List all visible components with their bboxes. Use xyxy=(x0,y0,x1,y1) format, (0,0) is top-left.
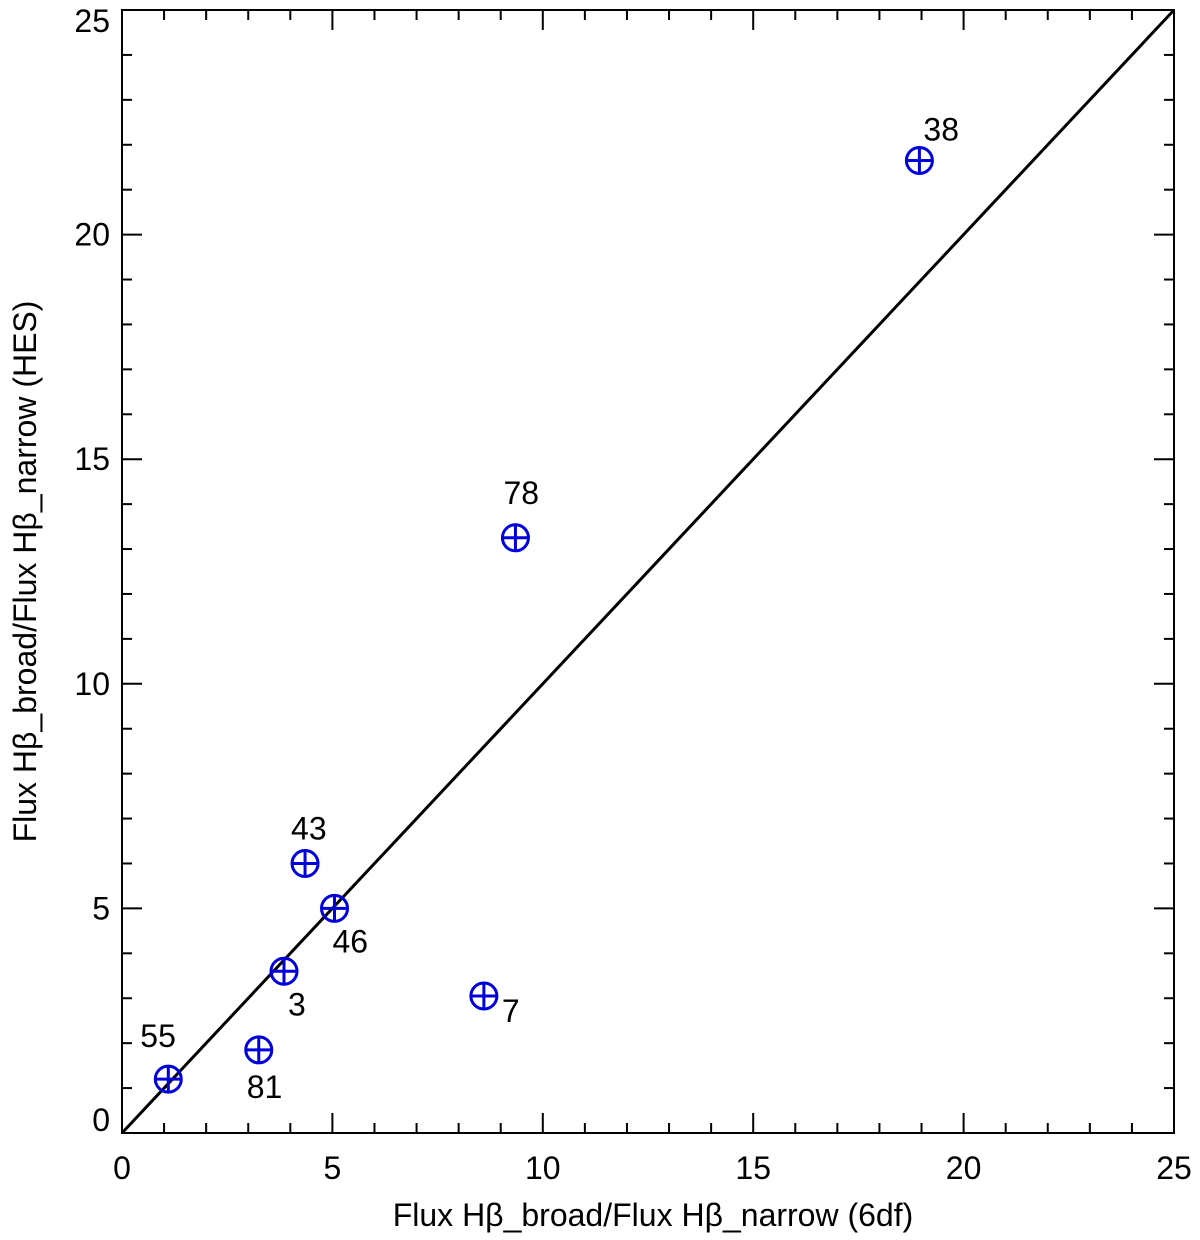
identity-line xyxy=(120,8,1176,1135)
y-tick-label: 10 xyxy=(74,666,110,702)
y-tick-label: 15 xyxy=(74,441,110,477)
data-point: 46 xyxy=(320,893,369,959)
data-point: 78 xyxy=(500,475,539,553)
tick-labels: 0 5 10 15 20 25 0 5 10 15 20 25 xyxy=(74,3,1191,1186)
data-point: 43 xyxy=(290,810,327,878)
y-tick-label: 20 xyxy=(74,217,110,253)
data-point: 55 xyxy=(140,1018,183,1094)
x-tick-label: 0 xyxy=(113,1150,131,1186)
point-label: 46 xyxy=(333,923,369,959)
data-point: 81 xyxy=(244,1035,283,1105)
x-axis-label: Flux Hβ_broad/Flux Hβ_narrow (6df) xyxy=(393,1197,914,1233)
y-axis-label: Flux Hβ_broad/Flux Hβ_narrow (HES) xyxy=(7,301,43,843)
y-tick-label: 25 xyxy=(74,3,110,39)
point-label: 81 xyxy=(247,1069,283,1105)
data-point: 3 xyxy=(269,956,306,1022)
point-label: 3 xyxy=(288,986,306,1022)
point-label: 55 xyxy=(140,1018,176,1054)
point-label: 78 xyxy=(503,475,539,511)
x-tick-label: 10 xyxy=(525,1150,561,1186)
y-tick-label: 5 xyxy=(92,890,110,926)
point-label: 43 xyxy=(291,810,327,846)
x-tick-label: 20 xyxy=(946,1150,982,1186)
x-tick-label: 25 xyxy=(1156,1150,1192,1186)
plot-frame xyxy=(121,9,1175,1134)
y-tick-label: 0 xyxy=(92,1102,110,1138)
data-points: 38 78 43 46 3 7 55 81 xyxy=(140,111,959,1104)
data-point: 7 xyxy=(469,981,520,1029)
data-point: 38 xyxy=(904,111,959,175)
x-tick-label: 15 xyxy=(735,1150,771,1186)
x-tick-label: 5 xyxy=(324,1150,342,1186)
point-label: 38 xyxy=(923,111,959,147)
point-label: 7 xyxy=(502,993,520,1029)
